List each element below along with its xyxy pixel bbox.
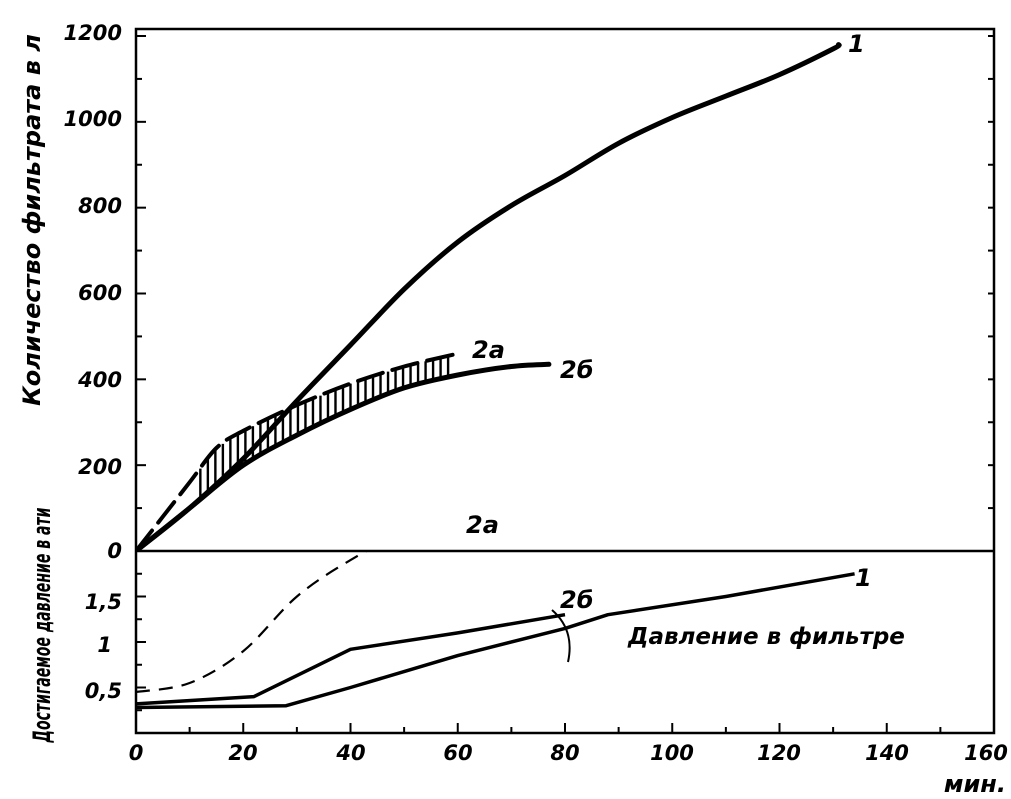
- y-tick-label-top: 400: [77, 368, 122, 392]
- y-tick-label-top: 200: [78, 455, 122, 479]
- curve-label-1-bottom: 1: [855, 564, 872, 592]
- y-tick-label-top: 1200: [64, 21, 122, 45]
- x-unit-label: мин.: [944, 770, 1006, 798]
- hatch-region: [199, 355, 450, 500]
- series-2a-filtrate: [136, 351, 460, 551]
- y-tick-label-bottom: 1: [97, 633, 112, 657]
- x-tick-label: 80: [550, 741, 579, 765]
- y-tick-label-top: 0: [107, 539, 122, 563]
- x-tick-label: 0: [129, 741, 144, 765]
- x-tick-label: 100: [650, 741, 694, 765]
- x-tick-label: 120: [757, 741, 801, 765]
- series-2b-leader: [551, 609, 571, 663]
- x-tick-label: 20: [228, 741, 257, 765]
- y-tick-label-top: 600: [78, 281, 122, 305]
- curve-label-2a-bottom: 2а: [466, 511, 499, 539]
- y-tick-label-bottom: 1,5: [85, 590, 122, 614]
- x-tick-label: 40: [335, 741, 365, 765]
- x-tick-label: 140: [865, 741, 909, 765]
- x-tick-label: 160: [964, 741, 1008, 765]
- y-tick-label-top: 800: [78, 194, 122, 218]
- x-tick-label: 60: [443, 741, 472, 765]
- curve-label-2a-top: 2а: [472, 336, 505, 364]
- curve-label-2b-bottom: 2б: [560, 586, 593, 614]
- series-2b-filtrate: [136, 361, 552, 551]
- tick-marks: [135, 35, 995, 733]
- y-tick-label-top: 1000: [64, 107, 122, 131]
- series-2a-pressure: [136, 551, 369, 694]
- y-axis-title-pressure: Достигаемое давление в ати: [28, 507, 56, 743]
- curve-label-2b-top: 2б: [560, 356, 593, 384]
- curve-label-1-top: 1: [848, 30, 865, 58]
- series-2b-pressure: [135, 612, 566, 706]
- series-1-pressure: [135, 572, 855, 710]
- y-tick-label-bottom: 0,5: [85, 679, 122, 703]
- y-axis-title-filtrate: Количество фильтрата в л: [18, 34, 46, 406]
- pressure-annotation: Давление в фильтре: [627, 624, 905, 650]
- series-1-filtrate: [136, 42, 842, 551]
